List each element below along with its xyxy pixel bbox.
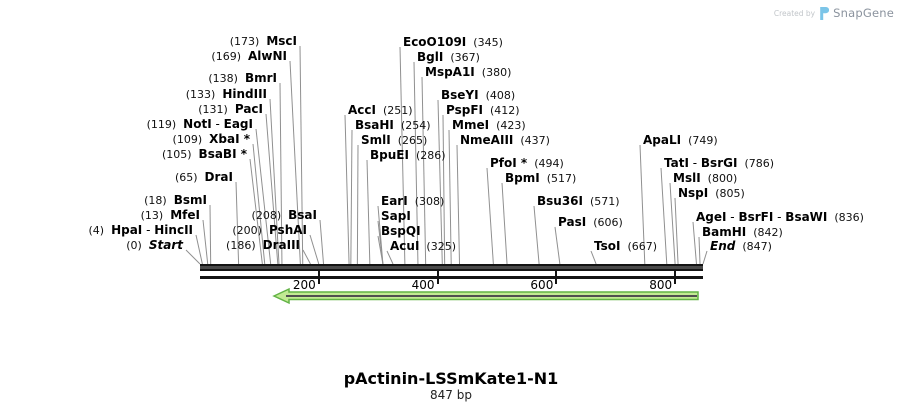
tick-mark-600 [555, 271, 558, 284]
map-title: pActinin-LSSmKate1-N1 [343, 369, 559, 388]
site-label-tsoi[interactable]: TsoI (667) [594, 239, 658, 254]
site-label-xbai[interactable]: (109) XbaI * [172, 132, 250, 147]
site-label-msli[interactable]: MslI (800) [673, 171, 738, 186]
site-label-bsmi[interactable]: (18) BsmI [144, 193, 207, 208]
site-label-bsabi[interactable]: (105) BsaBI * [161, 147, 247, 162]
snapgene-credit: Created by SnapGene [774, 6, 894, 20]
site-label-paci[interactable]: (131) PacI [198, 102, 263, 117]
tick-mark-400 [436, 271, 439, 284]
snapgene-logo-icon [819, 6, 830, 20]
snapgene-brand-text: SnapGene [833, 6, 894, 20]
site-label-bamhi[interactable]: BamHI (842) [702, 225, 783, 240]
site-label-nspi[interactable]: NspI (805) [678, 186, 745, 201]
map-length: 847 bp [430, 388, 472, 402]
tick-label-200: 200 [292, 278, 316, 292]
site-label-ecoo109i[interactable]: EcoO109I (345) [403, 35, 503, 50]
site-label-tati-bsrgi[interactable]: TatI - BsrGI (786) [664, 156, 775, 171]
site-label-alwni[interactable]: (169) AlwNI [211, 49, 287, 64]
site-label-bseyi[interactable]: BseYI (408) [441, 88, 516, 103]
site-label-agei-bsrfi-bsawi[interactable]: AgeI - BsrFI - BsaWI (836) [696, 210, 864, 225]
site-label-start[interactable]: (0) Start [126, 238, 183, 253]
site-label-sapi[interactable]: SapI [381, 209, 411, 223]
feature-arrow[interactable] [272, 287, 699, 305]
tick-label-800: 800 [649, 278, 673, 292]
site-label-draiii[interactable]: (186) DraIII [226, 238, 300, 253]
site-label-pshai[interactable]: (200) PshAI [232, 223, 307, 238]
tick-label-400: 400 [411, 278, 435, 292]
site-label-bmri[interactable]: (138) BmrI [208, 71, 277, 86]
tick-mark-800 [674, 271, 677, 284]
site-label-bpmi[interactable]: BpmI (517) [505, 171, 577, 186]
site-label-apali[interactable]: ApaLI (749) [643, 133, 718, 148]
tick-mark-200 [317, 271, 320, 284]
site-label-pspfi[interactable]: PspFI (412) [446, 103, 520, 118]
site-label-bsu36i[interactable]: Bsu36I (571) [537, 194, 620, 209]
site-label-pasi[interactable]: PasI (606) [558, 215, 623, 230]
site-label-bspqi[interactable]: BspQI [381, 224, 421, 238]
site-label-mfei[interactable]: (13) MfeI [140, 208, 200, 223]
site-label-drai[interactable]: (65) DraI [174, 170, 233, 185]
site-label-acui[interactable]: AcuI (325) [390, 239, 457, 254]
site-label-noti-eagi[interactable]: (119) NotI - EagI [146, 117, 253, 132]
sequence-bar[interactable] [200, 264, 703, 271]
site-label-msci[interactable]: (173) MscI [229, 34, 297, 49]
created-by-text: Created by [773, 8, 816, 18]
site-label-end[interactable]: End (847) [710, 239, 772, 254]
site-label-mspa1i[interactable]: MspA1I (380) [425, 65, 512, 80]
site-label-nmeaiii[interactable]: NmeAIII (437) [460, 133, 550, 148]
site-label-mmei[interactable]: MmeI (423) [452, 118, 526, 133]
site-label-bgli[interactable]: BglI (367) [417, 50, 480, 65]
tick-label-600: 600 [530, 278, 554, 292]
site-label-bsahi[interactable]: BsaHI (254) [355, 118, 431, 133]
site-label-bpuei[interactable]: BpuEI (286) [370, 148, 446, 163]
site-label-smli[interactable]: SmlI (265) [361, 133, 428, 148]
ruler-line [200, 276, 703, 279]
site-label-bsai[interactable]: (208) BsaI [251, 208, 317, 223]
site-label-eari[interactable]: EarI (308) [381, 194, 445, 209]
site-label-pfoi[interactable]: PfoI * (494) [490, 156, 564, 171]
site-label-hpai-hincii[interactable]: (4) HpaI - HincII [88, 223, 193, 238]
site-label-acci[interactable]: AccI (251) [348, 103, 413, 118]
site-label-hindiii[interactable]: (133) HindIII [185, 87, 267, 102]
